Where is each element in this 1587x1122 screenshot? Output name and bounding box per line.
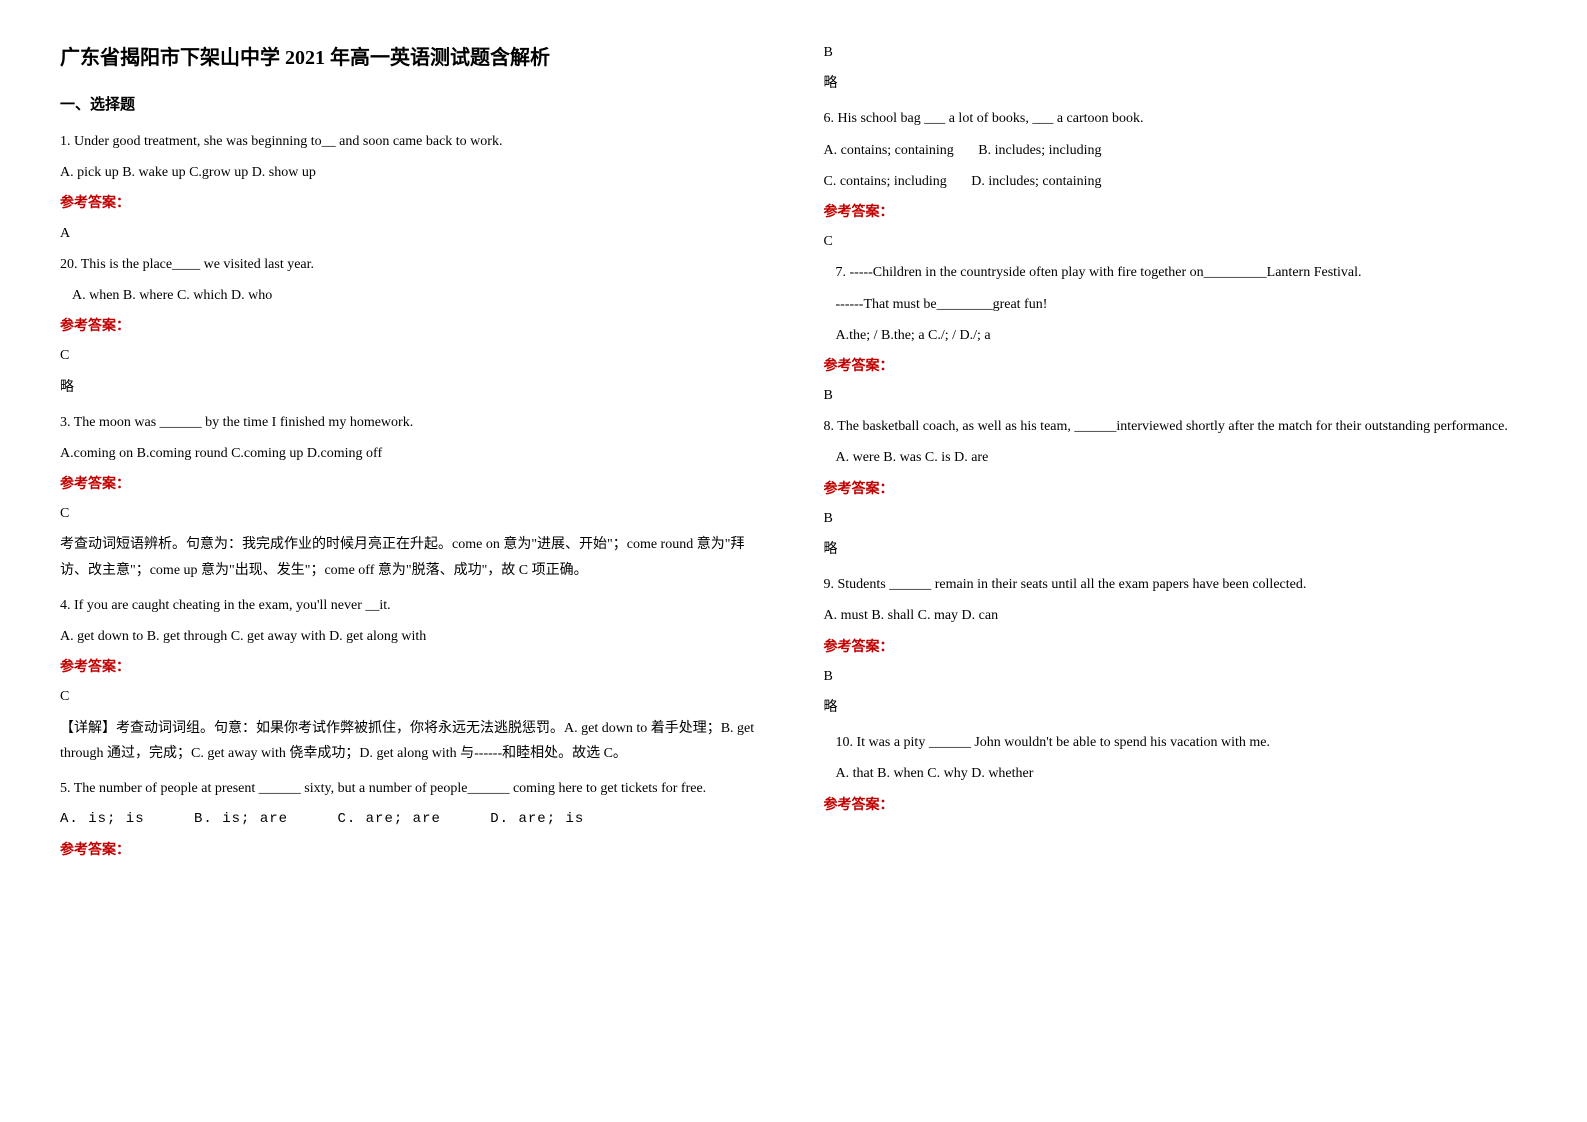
answer-label: 参考答案： [60, 838, 764, 863]
question-7-answer: B [824, 383, 1528, 408]
page-container: 广东省揭阳市下架山中学 2021 年高一英语测试题含解析 一、选择题 1. Un… [60, 40, 1527, 868]
answer-label: 参考答案： [60, 314, 764, 339]
question-5-optB: B. is; are [194, 807, 288, 832]
question-8-text: 8. The basketball coach, as well as his … [824, 414, 1528, 439]
question-6-answer: C [824, 229, 1528, 254]
question-6-optD: D. includes; containing [971, 174, 1101, 189]
question-20-text: 20. This is the place____ we visited las… [60, 252, 764, 277]
section-heading: 一、选择题 [60, 92, 764, 119]
question-4-text: 4. If you are caught cheating in the exa… [60, 593, 764, 618]
question-6-optC: C. contains; including [824, 174, 947, 189]
question-9-text: 9. Students ______ remain in their seats… [824, 572, 1528, 597]
question-9-answer: B [824, 664, 1528, 689]
question-6-options-row2: C. contains; including D. includes; cont… [824, 169, 1528, 194]
question-20-explain: 略 [60, 375, 764, 400]
question-5-answer: B [824, 40, 1528, 65]
question-9-explain: 略 [824, 695, 1528, 720]
question-3-options: A.coming on B.coming round C.coming up D… [60, 441, 764, 466]
question-3-text: 3. The moon was ______ by the time I fin… [60, 410, 764, 435]
question-5-text: 5. The number of people at present _____… [60, 776, 764, 801]
document-title: 广东省揭阳市下架山中学 2021 年高一英语测试题含解析 [60, 40, 764, 76]
question-4-explain: 【详解】考查动词词组。句意：如果你考试作弊被抓住，你将永远无法逃脱惩罚。A. g… [60, 716, 764, 766]
question-20-answer: C [60, 343, 764, 368]
question-6-text: 6. His school bag ___ a lot of books, __… [824, 106, 1528, 131]
right-column: B 略 6. His school bag ___ a lot of books… [824, 40, 1528, 868]
answer-label: 参考答案： [60, 191, 764, 216]
question-6-optB: B. includes; including [978, 143, 1101, 158]
question-6-options-row1: A. contains; containing B. includes; inc… [824, 138, 1528, 163]
question-7-options: A.the; / B.the; a C./; / D./; a [824, 323, 1528, 348]
question-3-explain: 考查动词短语辨析。句意为：我完成作业的时候月亮正在升起。come on 意为"进… [60, 532, 764, 582]
question-8-explain: 略 [824, 537, 1528, 562]
question-4-options: A. get down to B. get through C. get awa… [60, 624, 764, 649]
question-20-options: A. when B. where C. which D. who [60, 283, 764, 308]
question-3-answer: C [60, 501, 764, 526]
left-column: 广东省揭阳市下架山中学 2021 年高一英语测试题含解析 一、选择题 1. Un… [60, 40, 764, 868]
question-8-answer: B [824, 506, 1528, 531]
answer-label: 参考答案： [60, 655, 764, 680]
question-7-text2: ------That must be________great fun! [824, 292, 1528, 317]
question-5-optA: A. is; is [60, 807, 145, 832]
question-5-options: A. is; is B. is; are C. are; are D. are;… [60, 807, 764, 832]
question-1-options: A. pick up B. wake up C.grow up D. show … [60, 160, 764, 185]
question-1-answer: A [60, 221, 764, 246]
question-5-explain: 略 [824, 71, 1528, 96]
question-1-text: 1. Under good treatment, she was beginni… [60, 129, 764, 154]
question-7-text1: 7. -----Children in the countryside ofte… [824, 260, 1528, 285]
question-8-options: A. were B. was C. is D. are [824, 445, 1528, 470]
answer-label: 参考答案： [824, 793, 1528, 818]
question-5-optD: D. are; is [490, 807, 584, 832]
question-6-optA: A. contains; containing [824, 143, 954, 158]
question-9-options: A. must B. shall C. may D. can [824, 603, 1528, 628]
answer-label: 参考答案： [60, 472, 764, 497]
question-4-answer: C [60, 684, 764, 709]
question-5-optC: C. are; are [337, 807, 440, 832]
answer-label: 参考答案： [824, 635, 1528, 660]
answer-label: 参考答案： [824, 477, 1528, 502]
answer-label: 参考答案： [824, 200, 1528, 225]
answer-label: 参考答案： [824, 354, 1528, 379]
question-10-options: A. that B. when C. why D. whether [824, 761, 1528, 786]
question-10-text: 10. It was a pity ______ John wouldn't b… [824, 730, 1528, 755]
